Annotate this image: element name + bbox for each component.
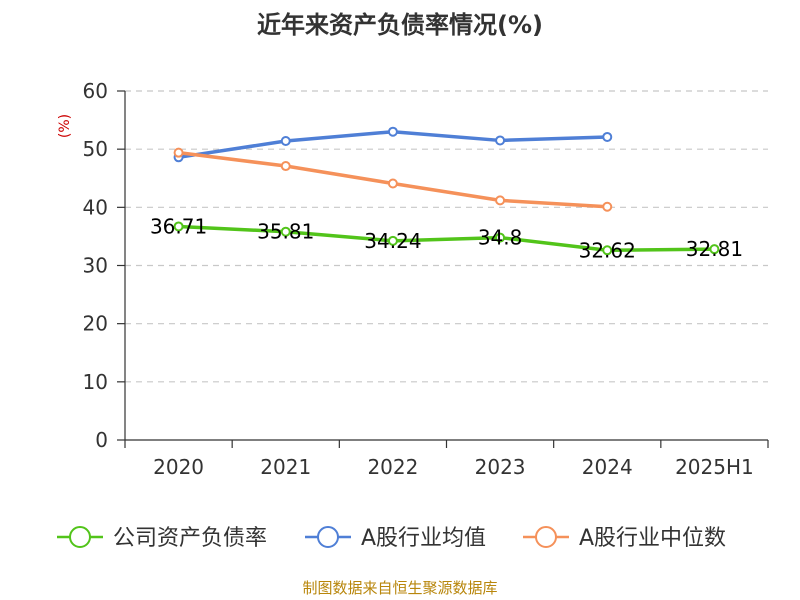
y-axis-unit-label: (%) [57,114,73,138]
legend-marker [317,526,339,548]
legend-marker [535,526,557,548]
data-point [280,161,291,172]
data-point [387,178,398,189]
series-lines [173,126,720,256]
legend-label: 公司资产负债率 [113,526,267,551]
legend-label: A股行业中位数 [579,526,726,551]
data-label: 36.71 [150,214,207,238]
data-point [602,245,613,256]
y-tick-label: 10 [83,370,108,394]
source-note: 制图数据来自恒生聚源数据库 [302,579,497,597]
data-point [280,226,291,237]
x-tick-label: 2024 [582,455,633,479]
y-tick-label: 20 [83,312,108,336]
series-line-0 [176,224,717,253]
data-point [387,126,398,137]
data-labels: 36.71 35.81 34.24 34.8 32.62 32.81 [150,214,743,262]
data-point [495,135,506,146]
data-point [602,131,613,142]
gridlines [125,90,768,383]
data-point [173,147,184,158]
data-point [709,244,720,255]
data-point [495,195,506,206]
data-label: 35.81 [257,220,314,244]
y-tick-label: 30 [83,254,108,278]
data-point [173,221,184,232]
y-tick-label: 50 [83,137,108,161]
legend-label: A股行业均值 [361,526,486,551]
legend-marker [69,526,91,548]
data-label: 34.8 [478,226,523,250]
y-tick-label: 60 [83,79,108,103]
data-label: 34.24 [364,229,421,253]
x-tick-label: 2020 [153,455,204,479]
chart-title: 近年来资产负债率情况(%) [257,11,543,39]
data-point [387,235,398,246]
data-label: 32.62 [579,238,636,262]
x-tick-label: 2022 [367,455,418,479]
y-tick-label: 0 [95,428,108,452]
y-tick-label: 40 [83,195,108,219]
x-tick-label: 2025H1 [675,455,754,479]
data-point [602,201,613,212]
x-tick-label: 2023 [475,455,526,479]
legend: 公司资产负债率 A股行业均值 A股行业中位数 [57,526,726,551]
data-point [495,232,506,243]
data-point [280,136,291,147]
x-tick-label: 2021 [260,455,311,479]
axes: 0 10 20 30 40 50 60 2020 2021 2022 2023 2024 2025H1 [83,79,769,479]
data-label: 32.81 [686,237,743,261]
